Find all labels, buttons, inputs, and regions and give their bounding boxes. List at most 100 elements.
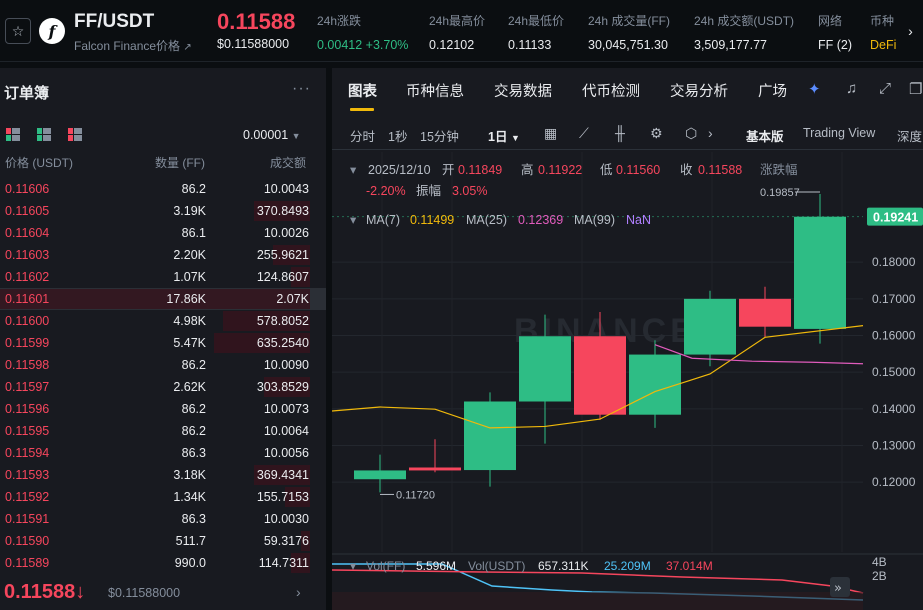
depth-bar — [300, 531, 310, 551]
chevron-right-icon[interactable]: › — [296, 584, 301, 600]
candle-body — [574, 336, 626, 415]
view-basic[interactable]: 基本版 — [746, 130, 784, 144]
interval-1d[interactable]: 1日 ▼ — [488, 130, 520, 144]
ask-row[interactable]: 0.11598 86.2 10.0090 — [0, 354, 326, 376]
ask-row[interactable]: 0.11600 4.98K 578.8052 — [0, 310, 326, 332]
ma99-name: MA(99) — [574, 213, 615, 227]
ask-row[interactable]: 0.11602 1.07K 124.8607 — [0, 266, 326, 288]
ask-row[interactable]: 0.11589 990.0 114.7311 — [0, 552, 326, 574]
ask-row[interactable]: 0.11605 3.19K 370.8493 — [0, 200, 326, 222]
ask-row[interactable]: 0.11590 511.7 59.3176 — [0, 530, 326, 552]
tab-square[interactable]: 广场 — [758, 84, 787, 100]
ask-total: 10.0056 — [263, 446, 309, 460]
ma99-value: NaN — [626, 213, 651, 227]
stat-network[interactable]: 网络 FF (2) — [818, 14, 853, 52]
ask-total: 155.7153 — [256, 490, 309, 504]
interval-15m[interactable]: 15分钟 — [420, 130, 459, 144]
active-tab-indicator — [350, 108, 374, 111]
ma25-value: 0.12369 — [518, 213, 563, 227]
ma25-line — [654, 344, 864, 365]
candle-body — [519, 336, 571, 402]
ask-row[interactable]: 0.11595 86.2 10.0064 — [0, 420, 326, 442]
candlestick-chart[interactable]: 0.12000 0.13000 0.14000 0.15000 0.16000 0.170… — [332, 152, 923, 610]
chart-panel: 图表 币种信息 交易数据 代币检测 交易分析 广场 ✦ ♫ ⤢ ❐ 分时 1秒 … — [332, 68, 923, 610]
more-options-icon[interactable]: ··· — [292, 80, 311, 97]
view-depth[interactable]: 深度 — [897, 130, 923, 144]
pair-name: Falcon Finance价格 — [74, 39, 181, 53]
order-book-mode-toggle — [6, 128, 82, 141]
ask-row[interactable]: 0.11601 17.86K 2.07K — [0, 288, 326, 310]
ask-price: 0.11589 — [5, 556, 50, 570]
ask-qty: 86.2 — [181, 358, 206, 372]
ask-rows: 0.11606 86.2 10.0043 0.11605 3.19K 370.8493 0.… — [0, 178, 326, 574]
order-book-last-price[interactable]: 0.11588↓ $0.11588000 › — [0, 578, 326, 610]
star-icon[interactable]: ☆ — [5, 18, 31, 44]
ask-row[interactable]: 0.11597 2.62K 303.8529 — [0, 376, 326, 398]
ask-row[interactable]: 0.11594 86.3 10.0056 — [0, 442, 326, 464]
candle-body — [409, 467, 461, 471]
both-sides-mode-icon[interactable] — [6, 128, 20, 141]
ask-qty: 86.2 — [181, 402, 206, 416]
ask-total: 303.8529 — [256, 380, 309, 394]
interval-timeline[interactable]: 分时 — [350, 130, 376, 144]
calendar-icon[interactable]: ▦ — [544, 125, 558, 141]
tab-trading-data[interactable]: 交易数据 — [494, 84, 552, 100]
chart-toolbar: 分时 1秒 15分钟 1日 ▼ ▦ ⟋ ╫ ⚙ ⬡ › 基本版 Trading … — [332, 118, 923, 150]
ask-price: 0.11598 — [5, 358, 50, 372]
ai-sparkle-icon[interactable]: ✦ — [808, 81, 821, 98]
ask-row[interactable]: 0.11591 86.3 10.0030 — [0, 508, 326, 530]
tab-trade-analysis[interactable]: 交易分析 — [670, 84, 728, 100]
ask-row[interactable]: 0.11596 86.2 10.0073 — [0, 398, 326, 420]
ask-row[interactable]: 0.11603 2.20K 255.9621 — [0, 244, 326, 266]
legend-amplitude-label: 振幅 — [416, 183, 441, 198]
line-chart-icon[interactable]: ⟋ — [579, 125, 589, 141]
chevron-right-icon[interactable]: › — [708, 125, 713, 141]
pair-name-link[interactable]: Falcon Finance价格 ↗ — [74, 37, 192, 54]
order-book-header: 价格 (USDT) 数量 (FF) 成交额 — [5, 154, 310, 170]
y-tick-label: 0.17000 — [872, 292, 916, 306]
tab-token-check[interactable]: 代币检测 — [582, 84, 640, 100]
ma7-name: MA(7) — [366, 213, 400, 227]
bids-only-mode-icon[interactable] — [37, 128, 51, 141]
depth-bar — [223, 311, 310, 331]
candle-type-icon[interactable]: ╫ — [615, 125, 625, 141]
ask-row[interactable]: 0.11599 5.47K 635.2540 — [0, 332, 326, 354]
legend-amplitude: 3.05% — [452, 184, 487, 198]
ask-qty: 1.34K — [173, 490, 206, 504]
candle-body — [739, 298, 791, 327]
scroll-right-button[interactable] — [830, 577, 850, 597]
view-tradingview[interactable]: Trading View — [803, 126, 876, 140]
settings-hex-icon[interactable]: ⬡ — [685, 125, 698, 141]
ma7-value: 0.11499 — [410, 213, 454, 227]
ask-price: 0.11592 — [5, 490, 50, 504]
stat-token-tag[interactable]: 币种 DeFi — [870, 14, 897, 52]
interval-1s[interactable]: 1秒 — [388, 130, 408, 144]
chevron-right-icon[interactable]: › — [898, 18, 923, 44]
ask-row[interactable]: 0.11604 86.1 10.0026 — [0, 222, 326, 244]
tab-coin-info[interactable]: 币种信息 — [406, 84, 464, 100]
tab-chart[interactable]: 图表 — [348, 84, 377, 100]
market-header: ☆ f FF/USDT Falcon Finance价格 ↗ 0.11588 $… — [0, 0, 923, 62]
bell-icon[interactable]: ♫ — [846, 80, 858, 97]
copy-icon[interactable]: ❐ — [909, 81, 923, 98]
y-tick-label: 0.14000 — [872, 402, 916, 416]
falcon-finance-logo: f — [39, 18, 65, 44]
vol-usdt-label: Vol(USDT) — [468, 559, 525, 573]
precision-select[interactable]: 0.00001 ▼ — [243, 128, 301, 142]
indicator-icon[interactable]: ⚙ — [650, 125, 663, 141]
ask-price: 0.11603 — [5, 248, 50, 262]
ask-row[interactable]: 0.11592 1.34K 155.7153 — [0, 486, 326, 508]
vol-ff-value: 5.596M — [416, 559, 456, 573]
ask-row[interactable]: 0.11593 3.18K 369.4341 — [0, 464, 326, 486]
ask-qty: 2.20K — [173, 248, 206, 262]
ask-row[interactable]: 0.11606 86.2 10.0043 — [0, 178, 326, 200]
y-tick-label: 0.18000 — [872, 255, 916, 269]
ma25-name: MA(25) — [466, 213, 507, 227]
legend-close: 0.11588 — [698, 163, 742, 177]
collapse-volume-icon: ▾ — [350, 559, 356, 573]
ma7-line — [332, 325, 864, 429]
asks-only-mode-icon[interactable] — [68, 128, 82, 141]
caret-down-icon: ▼ — [510, 133, 520, 143]
collapse-ma-icon: ▾ — [350, 213, 357, 227]
expand-icon[interactable]: ⤢ — [879, 80, 892, 97]
